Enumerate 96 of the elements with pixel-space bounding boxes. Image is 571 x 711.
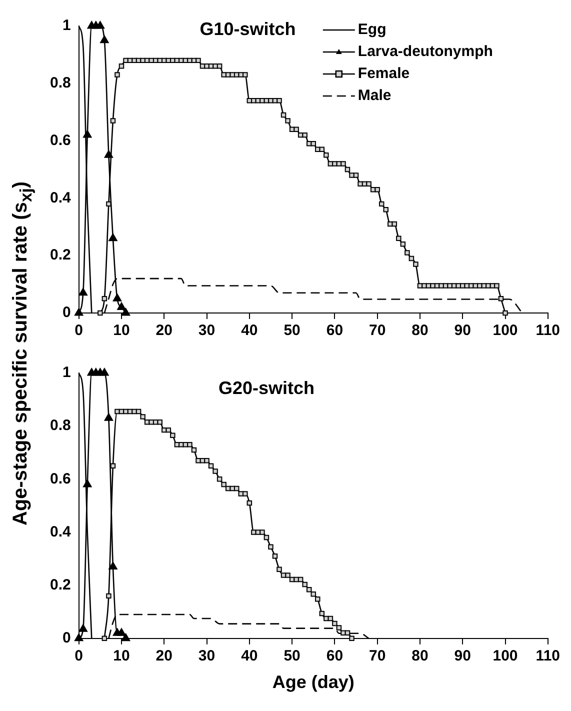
y-tick-label: 0.8	[50, 417, 71, 434]
x-tick-label: 90	[454, 648, 471, 665]
point	[108, 562, 118, 570]
x-tick-label: 0	[74, 322, 84, 340]
point	[246, 500, 252, 506]
x-tick-label: 0	[74, 648, 84, 665]
point	[187, 442, 192, 448]
x-tick-label: 80	[412, 648, 428, 665]
point	[264, 534, 270, 540]
y-tick-label: 0.4	[50, 189, 72, 206]
y-tick-label: 1	[62, 17, 71, 34]
point	[344, 630, 350, 636]
point	[112, 294, 122, 302]
point	[178, 442, 184, 448]
point	[268, 544, 274, 550]
point	[104, 413, 114, 421]
legend-label: Egg	[358, 21, 386, 38]
x-tick-label: 100	[492, 648, 518, 665]
point	[328, 616, 334, 622]
point	[170, 432, 176, 438]
point	[349, 636, 354, 642]
x-tick-label: 70	[368, 648, 386, 665]
chart-title: G10-switch	[200, 18, 296, 39]
point	[310, 591, 316, 597]
point	[100, 35, 109, 44]
legend-label: Male	[358, 87, 392, 104]
y-tick-label: 0.6	[50, 132, 71, 149]
point	[117, 302, 126, 310]
point	[306, 586, 312, 592]
point	[157, 419, 162, 425]
point	[315, 596, 320, 602]
y-tick-label: 0.2	[50, 576, 71, 594]
x-tick-label: 60	[326, 322, 344, 340]
x-tick-label: 100	[492, 322, 518, 340]
x-tick-label: 30	[198, 322, 216, 340]
x-tick-label: 20	[156, 648, 172, 665]
x-tick-label: 40	[241, 322, 258, 340]
point	[74, 308, 84, 316]
point	[251, 530, 256, 535]
x-tick-label: 10	[113, 648, 130, 665]
legend-label: Female	[358, 65, 410, 82]
point	[96, 21, 105, 29]
x-tick-label: 80	[412, 322, 428, 340]
y-tick-label: 0.6	[50, 470, 71, 488]
point	[121, 633, 130, 642]
point	[208, 463, 214, 469]
x-tick-label: 20	[156, 322, 172, 340]
x-tick-label: 40	[241, 648, 258, 665]
x-tick-label: 110	[536, 648, 560, 665]
point	[78, 288, 88, 296]
chart-title: G20-switch	[218, 378, 314, 398]
x-tick-label: 10	[113, 322, 130, 340]
point	[212, 468, 218, 474]
x-tick-label: 60	[326, 648, 344, 665]
x-tick-label: 110	[536, 322, 560, 340]
x-tick-label: 90	[454, 322, 471, 340]
point	[216, 476, 222, 482]
point	[74, 633, 84, 642]
point	[319, 610, 325, 616]
y-tick-label: 0.8	[50, 74, 71, 92]
point	[285, 572, 290, 578]
point	[117, 628, 126, 636]
x-axis-title: Age (day)	[272, 672, 354, 692]
point	[336, 625, 342, 630]
point	[260, 530, 265, 535]
point	[100, 368, 109, 376]
point	[136, 408, 142, 414]
point	[104, 150, 114, 158]
point	[140, 414, 146, 420]
y-tick-label: 0	[62, 304, 71, 322]
point	[242, 491, 248, 496]
point	[272, 554, 278, 559]
point	[121, 308, 130, 316]
point	[108, 233, 118, 242]
point	[276, 566, 282, 572]
x-tick-label: 50	[284, 322, 300, 340]
point	[166, 427, 172, 433]
point	[78, 624, 88, 632]
y-tick-label: 0.2	[50, 246, 71, 264]
y-tick-label: 0	[62, 630, 71, 647]
point	[298, 576, 304, 582]
x-tick-label: 70	[368, 322, 386, 340]
y-tick-label: 1	[62, 364, 71, 382]
point	[102, 636, 108, 642]
legend-label: Larva-deutonymph	[358, 43, 493, 60]
point	[221, 482, 226, 488]
point	[191, 447, 197, 453]
x-tick-label: 30	[198, 648, 216, 665]
point	[302, 582, 308, 588]
x-tick-label: 50	[284, 648, 300, 665]
point	[332, 620, 338, 626]
y-tick-label: 0.4	[50, 523, 72, 540]
point	[204, 458, 210, 464]
point	[106, 593, 112, 599]
point	[234, 486, 240, 492]
point	[340, 630, 346, 636]
